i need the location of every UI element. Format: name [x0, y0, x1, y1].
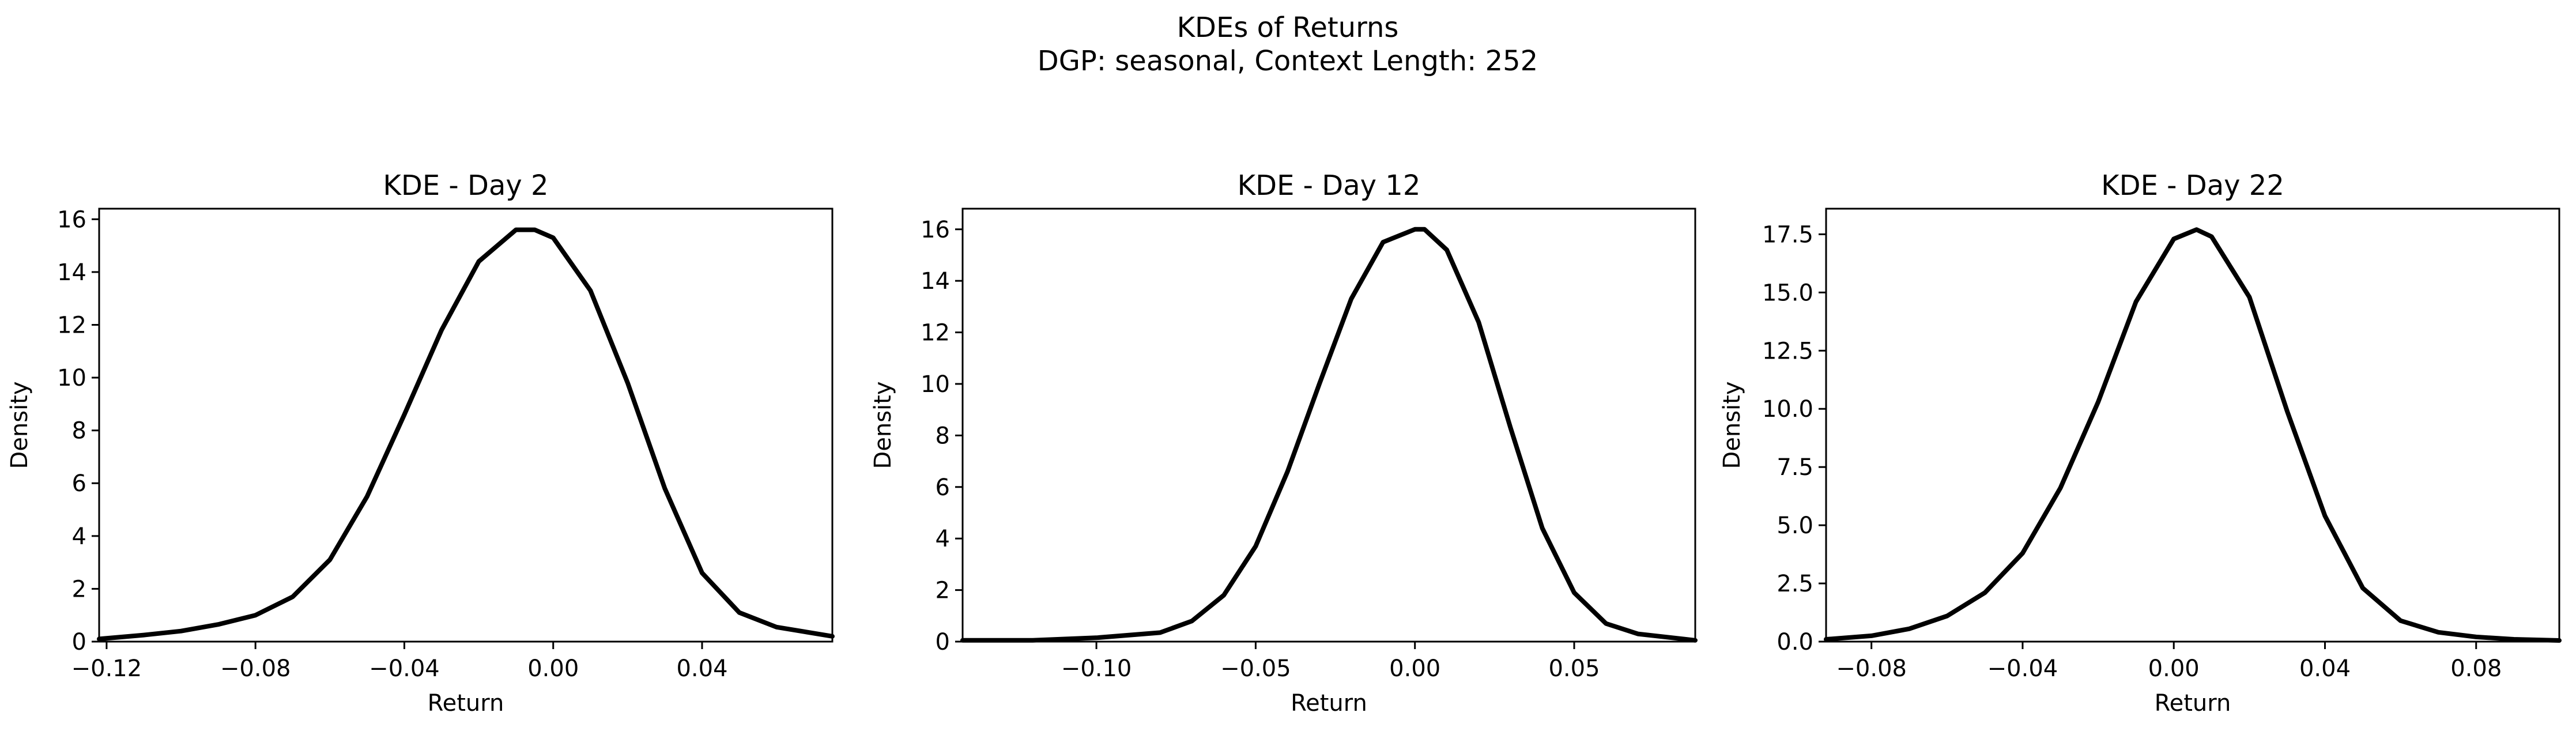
- subplot-1: −0.12 −0.08 −0.04 0.00 0.04 0 2 4 6 8 10 12 14 16 KDE …: [6, 169, 835, 717]
- y-tick-label: 12: [57, 312, 86, 338]
- y-tick-label: 2: [72, 576, 86, 602]
- x-axis-label: Return: [1291, 690, 1367, 717]
- x-tick-label: 0.08: [2450, 655, 2502, 682]
- y-axis-label: Density: [1719, 381, 1745, 469]
- y-tick-label: 12.5: [1762, 338, 1813, 364]
- subplot-2: −0.10 −0.05 0.00 0.05 0 2 4 6 8 10 12 14 16 KDE - Day…: [870, 169, 1698, 717]
- x-tick-label: −0.08: [220, 655, 291, 682]
- subplot-title: KDE - Day 2: [383, 169, 548, 202]
- y-tick-label: 8: [72, 418, 86, 444]
- figure-title-line1: KDEs of Returns: [1177, 12, 1399, 44]
- subplots: −0.12 −0.08 −0.04 0.00 0.040246810121416KDE …: [6, 169, 2562, 717]
- y-tick-label: 6: [936, 474, 950, 501]
- y-tick-label: 10: [921, 371, 950, 398]
- x-axis-label: Return: [2155, 690, 2231, 717]
- y-axis-label: Density: [870, 381, 896, 469]
- y-tick-label: 5.0: [1777, 512, 1813, 539]
- x-tick-label: −0.04: [1987, 655, 2058, 682]
- x-tick-label: 0.04: [676, 655, 727, 682]
- x-tick-label: 0.04: [2299, 655, 2351, 682]
- x-tick-label: 0.00: [527, 655, 579, 682]
- x-tick-label: −0.04: [369, 655, 440, 682]
- plot-frame: [1825, 208, 2560, 643]
- y-tick-label: 16: [921, 217, 950, 243]
- kde-curve: [1824, 227, 2562, 643]
- x-tick-label: −0.08: [1836, 655, 1907, 682]
- x-tick-label: −0.10: [1061, 655, 1132, 682]
- y-tick-label: 2: [936, 578, 950, 604]
- figure-title-line2: DGP: seasonal, Context Length: 252: [1038, 45, 1538, 77]
- y-tick-label: 10: [57, 365, 86, 391]
- y-tick-label: 10.0: [1762, 396, 1813, 423]
- y-tick-label: 17.5: [1762, 221, 1813, 248]
- x-tick-label: −0.12: [71, 655, 142, 682]
- plot-frame: [98, 208, 833, 643]
- kde-curve: [960, 227, 1698, 643]
- y-tick-label: 4: [72, 523, 86, 550]
- y-tick-label: 8: [936, 423, 950, 449]
- y-tick-label: 0: [936, 629, 950, 655]
- y-tick-label: 4: [936, 526, 950, 552]
- kde-curve: [97, 227, 835, 642]
- x-tick-label: 0.00: [1389, 655, 1440, 682]
- x-tick-label: 0.00: [2148, 655, 2200, 682]
- y-tick-label: 14: [57, 259, 86, 286]
- y-tick-label: 0.0: [1777, 629, 1813, 655]
- y-tick-label: 12: [921, 320, 950, 346]
- plot-frame: [961, 208, 1696, 643]
- y-tick-label: 7.5: [1777, 454, 1813, 481]
- y-tick-label: 16: [57, 206, 86, 233]
- subplot-title: KDE - Day 12: [1238, 169, 1421, 202]
- x-axis-label: Return: [428, 690, 504, 717]
- y-axis-label: Density: [6, 381, 33, 469]
- y-tick-label: 6: [72, 470, 86, 497]
- x-tick-label: 0.05: [1548, 655, 1600, 682]
- x-tick-label: −0.05: [1220, 655, 1291, 682]
- y-tick-label: 15.0: [1762, 280, 1813, 306]
- y-tick-label: 14: [921, 268, 950, 295]
- subplot-3: −0.08 −0.04 0.00 0.04 0.08 0.0 2.5 5.0 7.5 10.0 12…: [1719, 169, 2562, 717]
- y-tick-label: 0: [72, 629, 86, 655]
- y-tick-label: 2.5: [1777, 571, 1813, 597]
- subplot-title: KDE - Day 22: [2101, 169, 2284, 202]
